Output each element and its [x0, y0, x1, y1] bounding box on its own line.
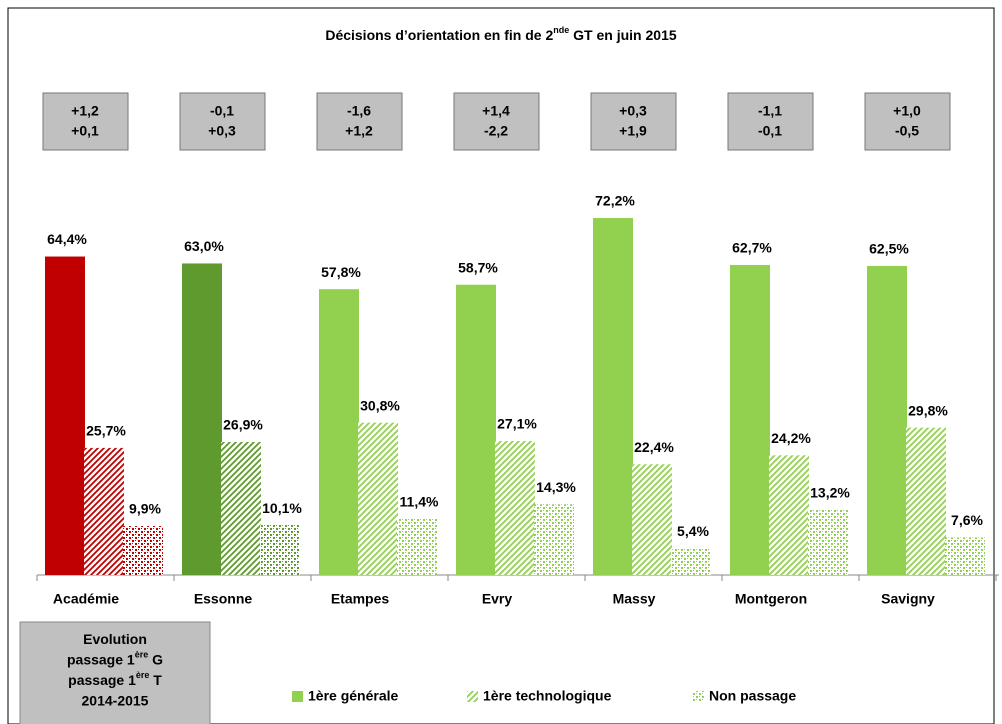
bar: [867, 265, 907, 575]
legend-label: 1ère générale: [308, 688, 398, 704]
bar: [45, 256, 85, 575]
title-part: nde: [553, 25, 569, 35]
bar: [123, 526, 163, 575]
data-label: 11,4%: [400, 493, 439, 509]
bar: [593, 217, 633, 575]
bar: [260, 525, 300, 575]
annotation-box: [42, 92, 129, 151]
legend-swatch: [467, 691, 478, 702]
data-label: 9,9%: [129, 501, 161, 517]
annotation-legend-box: [19, 621, 211, 724]
x-tick-label: Etampes: [331, 591, 390, 607]
annotation-legend-part: passage 1: [67, 651, 135, 667]
bar: [945, 537, 985, 575]
data-label: 5,4%: [677, 523, 709, 539]
annotation-g: +0,3: [619, 103, 647, 119]
bar: [182, 263, 222, 575]
annotation-t: +1,2: [345, 123, 373, 139]
chart-title: Décisions d’orientation en fin de 2nde G…: [325, 25, 677, 42]
data-label: 30,8%: [360, 397, 400, 413]
data-label: 29,8%: [908, 402, 948, 418]
bar: [906, 427, 946, 575]
bar: [319, 289, 359, 575]
data-label: 14,3%: [536, 479, 576, 495]
x-tick-label: Essonne: [194, 591, 253, 607]
data-label: 57,8%: [321, 264, 361, 280]
annotation-legend-part: ère: [135, 650, 149, 660]
data-label: 27,1%: [497, 416, 537, 432]
annotation-t: +0,3: [208, 123, 236, 139]
annotation-legend-line: 2014-2015: [82, 692, 149, 708]
bar: [769, 455, 809, 575]
x-tick-label: Evry: [482, 591, 513, 607]
bar: [397, 518, 437, 575]
annotation-t: -0,5: [895, 123, 919, 139]
bar: [671, 548, 711, 575]
annotation-g: +1,4: [482, 103, 510, 119]
title-part: Décisions d’orientation en fin de 2: [325, 27, 553, 43]
data-label: 63,0%: [184, 238, 224, 254]
data-label: 24,2%: [771, 430, 811, 446]
annotation-t: -0,1: [758, 123, 782, 139]
data-label: 7,6%: [951, 512, 983, 528]
bar: [456, 284, 496, 575]
x-tick-label: Académie: [53, 591, 119, 607]
annotation-legend-part: passage 1: [68, 672, 136, 688]
annotation-t: -2,2: [484, 123, 508, 139]
annotation-box: [179, 92, 266, 151]
data-label: 64,4%: [47, 231, 87, 247]
bar: [808, 509, 848, 575]
bar: [495, 440, 535, 575]
annotation-legend-line: passage 1ère T: [68, 670, 162, 687]
bar: [221, 441, 261, 575]
x-tick-label: Montgeron: [735, 591, 807, 607]
legend-swatch: [693, 691, 704, 702]
legend-label: 1ère technologique: [483, 688, 612, 704]
data-label: 62,5%: [869, 241, 909, 257]
annotation-box: [453, 92, 540, 151]
annotation-box: [727, 92, 814, 151]
annotation-box: [864, 92, 951, 151]
data-label: 25,7%: [86, 423, 126, 439]
bar: [358, 422, 398, 575]
title-part: GT en juin 2015: [569, 27, 677, 43]
annotation-legend-line: passage 1ère G: [67, 650, 163, 667]
data-label: 26,9%: [223, 417, 263, 433]
data-label: 22,4%: [634, 439, 674, 455]
x-tick-label: Massy: [613, 591, 656, 607]
bar: [84, 447, 124, 575]
annotation-g: -1,1: [758, 103, 782, 119]
annotation-g: -0,1: [210, 103, 234, 119]
annotation-legend-part: Evolution: [83, 631, 147, 647]
bar: [534, 504, 574, 575]
data-label: 72,2%: [595, 193, 635, 209]
legend-label: Non passage: [709, 688, 796, 704]
x-tick-label: Savigny: [881, 591, 935, 607]
annotation-legend-part: ère: [136, 670, 150, 680]
annotation-box: [590, 92, 677, 151]
data-label: 62,7%: [732, 240, 772, 256]
annotation-g: +1,2: [71, 103, 99, 119]
annotation-g: +1,0: [893, 103, 921, 119]
annotation-t: +0,1: [71, 123, 99, 139]
data-label: 58,7%: [458, 259, 498, 275]
bar: [730, 264, 770, 575]
bar: [632, 464, 672, 575]
annotation-t: +1,9: [619, 123, 647, 139]
annotation-g: -1,6: [347, 103, 371, 119]
data-label: 13,2%: [810, 484, 850, 500]
annotation-box: [316, 92, 403, 151]
annotation-legend-part: T: [149, 672, 162, 688]
legend-swatch: [292, 691, 303, 702]
annotation-legend-part: G: [148, 651, 163, 667]
annotation-legend-part: 2014-2015: [82, 692, 149, 708]
data-label: 10,1%: [262, 500, 302, 516]
annotation-legend-line: Evolution: [83, 631, 147, 647]
